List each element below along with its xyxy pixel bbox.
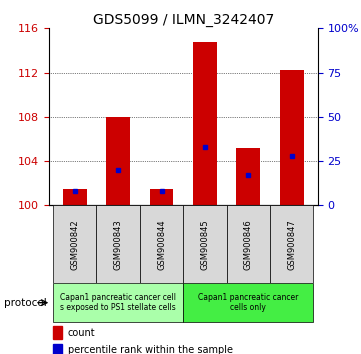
Text: GSM900845: GSM900845 [200, 219, 209, 270]
Bar [53, 283, 183, 322]
Bar [149, 189, 173, 205]
Bar [140, 205, 183, 283]
Text: GSM900844: GSM900844 [157, 219, 166, 270]
Bar [53, 344, 62, 354]
Bar [236, 148, 260, 205]
Bar [63, 189, 87, 205]
Text: percentile rank within the sample: percentile rank within the sample [68, 346, 232, 354]
Text: GSM900843: GSM900843 [114, 219, 123, 270]
Text: Capan1 pancreatic cancer cell
s exposed to PS1 stellate cells: Capan1 pancreatic cancer cell s exposed … [60, 293, 176, 312]
Bar [53, 205, 96, 283]
Bar [193, 42, 217, 205]
Text: GSM900847: GSM900847 [287, 219, 296, 270]
Text: protocol: protocol [4, 298, 46, 308]
Text: Capan1 pancreatic cancer
cells only: Capan1 pancreatic cancer cells only [198, 293, 299, 312]
Text: GSM900842: GSM900842 [70, 219, 79, 270]
Text: GSM900846: GSM900846 [244, 219, 253, 270]
Bar [96, 205, 140, 283]
Bar [106, 117, 130, 205]
Title: GDS5099 / ILMN_3242407: GDS5099 / ILMN_3242407 [92, 13, 274, 27]
Bar [227, 205, 270, 283]
Bar [53, 326, 62, 339]
Bar [280, 70, 304, 205]
Bar [183, 205, 227, 283]
Bar [183, 283, 313, 322]
Bar [270, 205, 313, 283]
Text: count: count [68, 328, 95, 338]
